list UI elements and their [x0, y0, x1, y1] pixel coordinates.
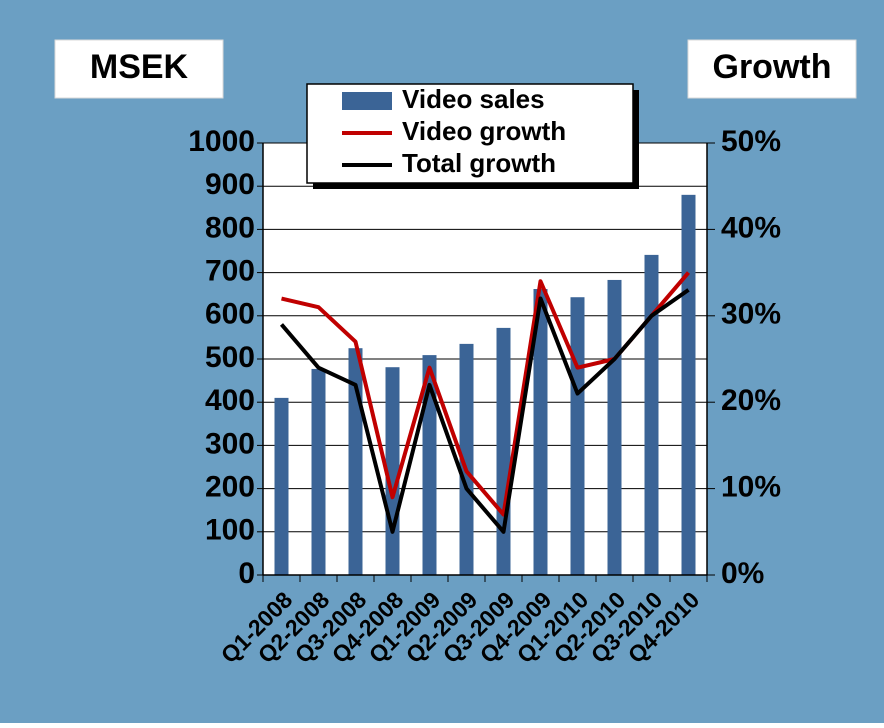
bar — [311, 368, 326, 575]
bar — [459, 343, 474, 575]
bar — [533, 289, 548, 575]
y-tick-label: 200 — [205, 471, 255, 504]
y-tick-label: 700 — [205, 255, 255, 288]
bar — [607, 279, 622, 575]
line — [279, 288, 690, 534]
y2-tick-label: 10% — [721, 471, 781, 504]
y2-label-box — [687, 39, 857, 99]
legend-label: Video sales — [402, 84, 545, 114]
y2-tick-label: 20% — [721, 384, 781, 417]
bar — [681, 194, 696, 575]
legend-label: Video growth — [402, 116, 566, 146]
y-axis-label: MSEK — [90, 48, 189, 86]
y2-tick-label: 30% — [721, 298, 781, 331]
y-tick-label: 300 — [205, 427, 255, 460]
bar — [422, 355, 437, 575]
y-tick-label: 800 — [205, 211, 255, 244]
bar — [570, 297, 585, 575]
bar — [644, 254, 659, 575]
legend-label: Total growth — [402, 148, 556, 178]
y2-axis-label: Growth — [713, 48, 832, 86]
y2-tick-label: 50% — [721, 125, 781, 158]
bar — [274, 397, 289, 575]
y-tick-label: 1000 — [188, 125, 255, 158]
y-tick-label: 0 — [238, 557, 255, 590]
y-tick-label: 900 — [205, 168, 255, 201]
legend-swatch — [342, 92, 392, 110]
y-tick-label: 100 — [205, 514, 255, 547]
y-tick-label: 400 — [205, 384, 255, 417]
y-tick-label: 500 — [205, 341, 255, 374]
y2-tick-label: 40% — [721, 211, 781, 244]
y-tick-label: 600 — [205, 298, 255, 331]
y2-tick-label: 0% — [721, 557, 764, 590]
bar — [496, 327, 511, 575]
y-label-box — [54, 39, 224, 99]
